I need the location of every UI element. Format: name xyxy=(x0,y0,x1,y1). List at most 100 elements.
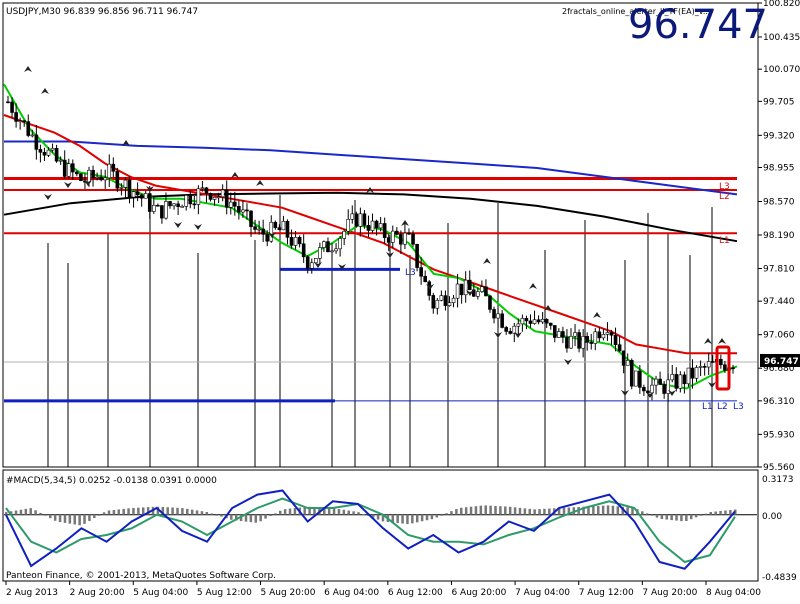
candle-body xyxy=(463,279,468,296)
candle-body xyxy=(237,205,241,213)
candle-body xyxy=(184,194,189,207)
macd-histogram-bar xyxy=(562,507,566,515)
fractal-up-arrow xyxy=(704,338,712,344)
macd-histogram-bar xyxy=(425,514,429,521)
macd-histogram-bar xyxy=(93,514,96,519)
macd-histogram-bar xyxy=(176,507,179,515)
macd-signal-line xyxy=(5,497,736,564)
macd-histogram-bar xyxy=(474,506,478,515)
candle-body xyxy=(577,332,581,349)
macd-histogram-bar xyxy=(352,511,355,515)
candle-body xyxy=(382,223,387,238)
symbol-info: USDJPY,M30 96.839 96.856 96.711 96.747 xyxy=(6,7,198,17)
candle-body xyxy=(706,361,711,368)
candle-body xyxy=(666,379,670,394)
level-label-l3-top: L3 xyxy=(719,182,730,192)
fractal-arrows xyxy=(24,66,726,398)
candle-body xyxy=(455,283,460,299)
candle-body xyxy=(192,203,197,206)
macd-histogram-bar xyxy=(376,514,380,520)
candle-body xyxy=(439,295,444,301)
candle-body xyxy=(723,364,727,371)
macd-histogram-bar xyxy=(146,507,150,515)
candle-body xyxy=(265,233,270,242)
candle-body xyxy=(334,248,338,252)
fractal-down-arrow xyxy=(621,390,629,396)
candle-body xyxy=(658,378,662,385)
ma-slow-blue xyxy=(4,140,738,196)
candle-body xyxy=(119,187,124,189)
macd-histogram-bar xyxy=(195,510,199,515)
fractal-vertical-lines xyxy=(47,195,713,467)
macd-histogram-bar xyxy=(63,514,67,523)
macd-histogram-bar xyxy=(141,507,145,515)
level-label-l1-bottom: L1 xyxy=(702,402,713,412)
candle-body xyxy=(107,163,112,179)
candle-body xyxy=(188,194,193,205)
time-tick-label: 6 Aug 04:00 xyxy=(324,588,379,598)
macd-histogram-bar xyxy=(401,514,404,524)
fractal-up-arrow xyxy=(256,180,264,186)
macd-histogram-bar xyxy=(415,514,419,523)
fractal-down-arrow xyxy=(466,290,474,296)
macd-histogram-bar xyxy=(332,508,336,515)
macd-histogram-bar xyxy=(190,509,194,515)
candle-body xyxy=(678,374,683,389)
support-resistance-levels xyxy=(4,177,757,403)
candle-body xyxy=(196,188,201,205)
macd-histogram-bar xyxy=(660,514,664,520)
candle-body xyxy=(66,163,71,177)
macd-histogram-bar xyxy=(127,508,130,515)
candle-body xyxy=(565,337,569,349)
macd-histogram-bar xyxy=(430,514,434,520)
candle-body xyxy=(682,374,687,385)
macd-histogram-bar xyxy=(249,514,253,523)
candle-body xyxy=(200,187,205,190)
candle-body xyxy=(75,171,79,175)
candle-body xyxy=(467,279,472,291)
macd-histogram-bar xyxy=(455,509,458,515)
candle-body xyxy=(581,336,585,349)
candle-body xyxy=(395,230,399,235)
macd-histogram-bar xyxy=(641,511,644,515)
candle-body xyxy=(212,196,217,200)
candle-body xyxy=(228,201,233,208)
candle-body xyxy=(589,342,594,344)
time-tick-label: 6 Aug 12:00 xyxy=(388,588,443,598)
candle-body xyxy=(6,101,10,104)
candle-body xyxy=(309,262,314,269)
fractal-up-arrow xyxy=(231,172,239,178)
macd-histogram-bar xyxy=(670,514,673,521)
candle-body xyxy=(573,332,577,337)
candles xyxy=(6,95,735,402)
candle-body xyxy=(646,390,650,394)
macd-histogram-bar xyxy=(606,505,610,515)
macd-panel-frame xyxy=(2,469,759,582)
candle-body xyxy=(261,228,265,235)
macd-histogram-bar xyxy=(592,506,595,515)
fractal-down-arrow xyxy=(268,232,276,238)
macd-histogram-bar xyxy=(504,506,507,515)
candle-body xyxy=(30,134,35,137)
fractal-up-arrow xyxy=(544,305,552,311)
macd-histogram-bar xyxy=(548,508,551,515)
macd-histogram-bar xyxy=(435,514,439,518)
macd-histogram-bar xyxy=(122,508,125,515)
moving-averages xyxy=(3,83,738,390)
candle-body xyxy=(411,233,415,245)
macd-histogram-bar xyxy=(616,506,620,515)
ma-mid-red xyxy=(3,114,737,355)
price-tick-label: 96.310 xyxy=(763,397,795,407)
candle-body xyxy=(561,331,565,338)
level-label-l3-mid: L3 xyxy=(405,268,416,278)
candle-body xyxy=(520,318,525,325)
macd-histogram-bar xyxy=(327,507,331,515)
fractal-down-arrow xyxy=(338,264,346,270)
candle-body xyxy=(131,191,136,198)
price-tick-label: 95.930 xyxy=(763,430,795,440)
candle-body xyxy=(22,120,27,122)
price-tick-label: 98.190 xyxy=(763,231,795,241)
macd-histogram-bar xyxy=(269,514,272,516)
